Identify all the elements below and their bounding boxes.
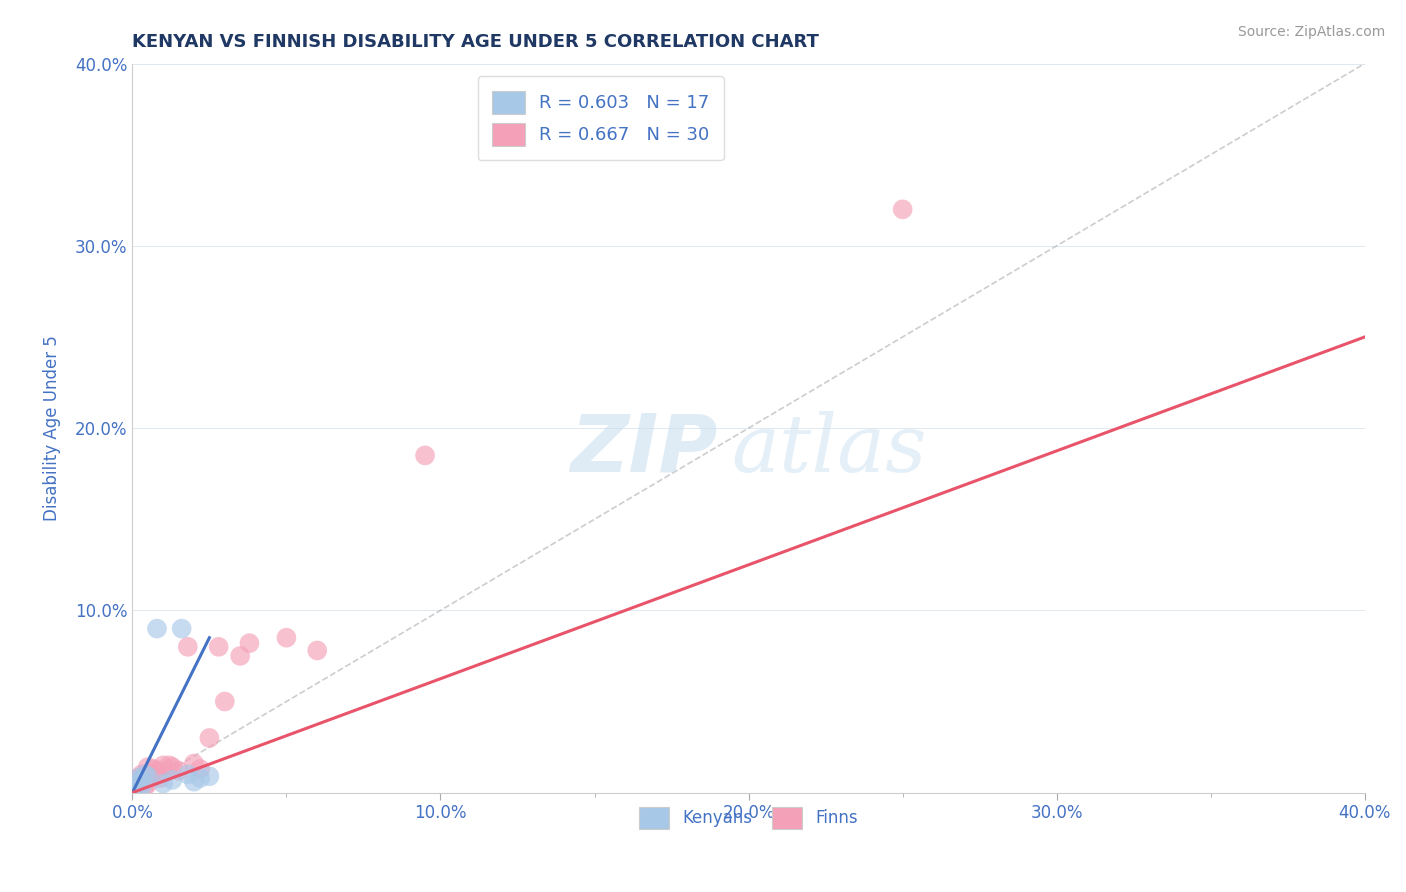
Point (124, 780, 146, 794)
Point (146, 622, 169, 636)
Point (238, 636, 260, 650)
Point (131, 767, 153, 781)
Point (177, 767, 200, 781)
Point (157, 758, 180, 772)
Point (146, 764, 169, 778)
Text: atlas: atlas (731, 411, 927, 489)
Point (177, 640, 200, 654)
Point (188, 762, 211, 776)
Point (124, 782, 146, 797)
Point (136, 776, 159, 790)
Point (208, 640, 231, 654)
Point (183, 756, 205, 771)
Point (134, 772, 156, 787)
Point (162, 772, 184, 787)
Point (162, 760, 184, 774)
Point (149, 771, 172, 785)
Point (128, 771, 150, 785)
Text: Source: ZipAtlas.com: Source: ZipAtlas.com (1237, 25, 1385, 39)
Point (170, 622, 193, 636)
Point (128, 782, 150, 797)
Point (124, 774, 146, 789)
Point (276, 631, 298, 645)
Point (152, 776, 174, 790)
Point (134, 767, 156, 781)
Point (413, 449, 436, 463)
Point (131, 780, 153, 794)
Text: ZIP: ZIP (571, 411, 717, 489)
Point (131, 772, 153, 787)
Point (136, 760, 159, 774)
Point (131, 776, 153, 790)
Point (139, 767, 162, 781)
Point (152, 758, 174, 772)
Point (183, 774, 205, 789)
Point (229, 648, 252, 663)
Text: KENYAN VS FINNISH DISABILITY AGE UNDER 5 CORRELATION CHART: KENYAN VS FINNISH DISABILITY AGE UNDER 5… (132, 33, 820, 51)
Point (214, 694, 236, 708)
Point (136, 769, 159, 783)
Y-axis label: Disability Age Under 5: Disability Age Under 5 (44, 335, 60, 521)
Point (134, 780, 156, 794)
Point (128, 774, 150, 789)
Point (167, 764, 190, 778)
Point (142, 762, 165, 776)
Point (307, 643, 329, 657)
Point (891, 202, 914, 217)
Point (128, 771, 150, 785)
Legend: Kenyans, Finns: Kenyans, Finns (633, 801, 865, 836)
Point (198, 769, 221, 783)
Point (198, 731, 221, 745)
Point (128, 778, 150, 792)
Point (124, 778, 146, 792)
Point (188, 771, 211, 785)
